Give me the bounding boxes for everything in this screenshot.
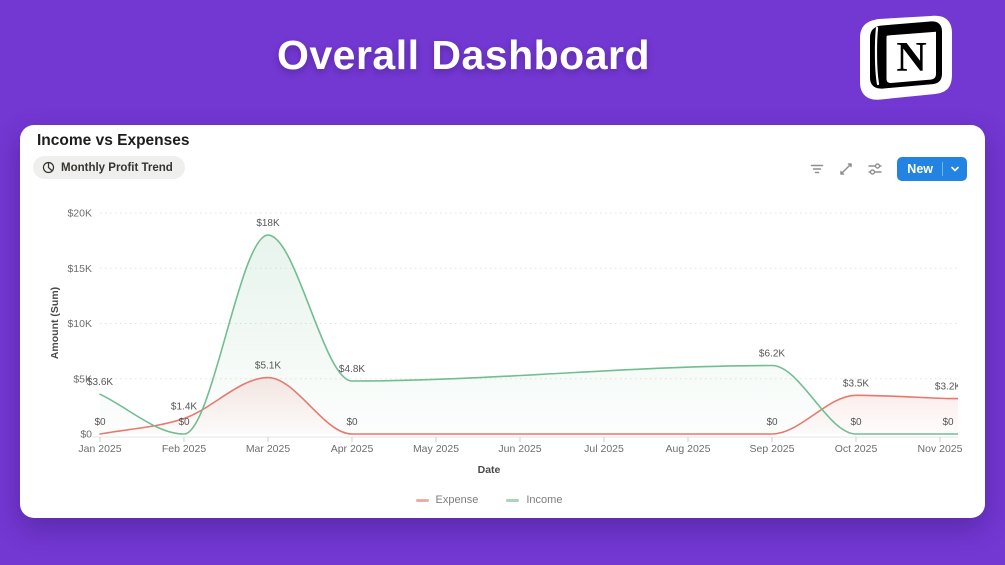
new-button-label: New bbox=[907, 162, 933, 176]
svg-text:N: N bbox=[896, 35, 926, 81]
svg-text:Oct 2025: Oct 2025 bbox=[835, 443, 878, 455]
x-axis-title: Date bbox=[477, 464, 501, 476]
view-tab-label: Monthly Profit Trend bbox=[61, 161, 173, 174]
svg-text:May 2025: May 2025 bbox=[413, 443, 459, 455]
svg-text:$5.1K: $5.1K bbox=[255, 361, 281, 372]
svg-text:$0: $0 bbox=[80, 429, 92, 441]
svg-text:Jan 2025: Jan 2025 bbox=[78, 443, 121, 455]
svg-text:$5K: $5K bbox=[73, 373, 92, 385]
notion-logo-icon: N bbox=[860, 15, 952, 100]
svg-text:$3.2K: $3.2K bbox=[935, 382, 961, 393]
svg-text:Mar 2025: Mar 2025 bbox=[246, 443, 291, 455]
svg-text:$15K: $15K bbox=[67, 263, 92, 275]
svg-text:Apr 2025: Apr 2025 bbox=[331, 443, 374, 455]
svg-text:$3.6K: $3.6K bbox=[87, 377, 113, 388]
sliders-icon bbox=[868, 163, 882, 175]
svg-text:Jun 2025: Jun 2025 bbox=[498, 443, 541, 455]
legend-label: Expense bbox=[435, 494, 479, 506]
notion-logo: N bbox=[853, 12, 957, 104]
svg-text:$1.4K: $1.4K bbox=[171, 402, 197, 413]
svg-text:$0: $0 bbox=[178, 417, 190, 428]
chevron-down-icon[interactable] bbox=[950, 164, 960, 174]
svg-text:$18K: $18K bbox=[256, 218, 280, 229]
expand-arrows-icon bbox=[840, 163, 853, 175]
legend-dash-icon bbox=[415, 498, 429, 502]
settings-button[interactable] bbox=[865, 159, 885, 179]
legend-dash-icon bbox=[506, 498, 520, 502]
filter-icon bbox=[811, 164, 824, 174]
expand-button[interactable] bbox=[836, 159, 856, 179]
svg-text:Jul 2025: Jul 2025 bbox=[584, 443, 624, 455]
line-chart: $0 $5K $10K $15K $20K Jan 2025 Feb 2025 Mar 202… bbox=[67, 208, 962, 456]
chart-legend: Expense Income bbox=[56, 494, 922, 506]
svg-text:$10K: $10K bbox=[67, 318, 92, 330]
chart-card: Income vs Expenses Monthly Profit Trend bbox=[20, 125, 985, 518]
chart-toolbar: New bbox=[807, 157, 967, 181]
svg-text:$20K: $20K bbox=[67, 208, 92, 220]
legend-item-income[interactable]: Income bbox=[506, 494, 562, 506]
svg-text:Sep 2025: Sep 2025 bbox=[750, 443, 795, 455]
legend-label: Income bbox=[526, 494, 563, 506]
legend-item-expense[interactable]: Expense bbox=[415, 494, 479, 506]
new-button-divider bbox=[942, 162, 943, 176]
svg-text:$3.5K: $3.5K bbox=[843, 378, 869, 389]
svg-text:$0: $0 bbox=[766, 417, 778, 428]
svg-text:$0: $0 bbox=[346, 417, 358, 428]
view-tab-monthly-profit-trend[interactable]: Monthly Profit Trend bbox=[33, 156, 185, 179]
svg-text:Feb 2025: Feb 2025 bbox=[162, 443, 207, 455]
page-title: Overall Dashboard bbox=[276, 32, 651, 78]
svg-text:$6.2K: $6.2K bbox=[759, 348, 785, 359]
header: Overall Dashboard N bbox=[0, 0, 1005, 125]
svg-text:Nov 2025: Nov 2025 bbox=[918, 443, 963, 455]
svg-text:Aug 2025: Aug 2025 bbox=[666, 443, 711, 455]
filter-button[interactable] bbox=[807, 159, 827, 179]
svg-text:$0: $0 bbox=[942, 417, 954, 428]
new-button[interactable]: New bbox=[897, 157, 967, 181]
pie-chart-icon bbox=[42, 161, 55, 174]
svg-text:$0: $0 bbox=[850, 417, 862, 428]
svg-text:$4.8K: $4.8K bbox=[339, 364, 365, 375]
chart-title: Income vs Expenses bbox=[37, 132, 190, 149]
svg-text:$0: $0 bbox=[94, 417, 106, 428]
